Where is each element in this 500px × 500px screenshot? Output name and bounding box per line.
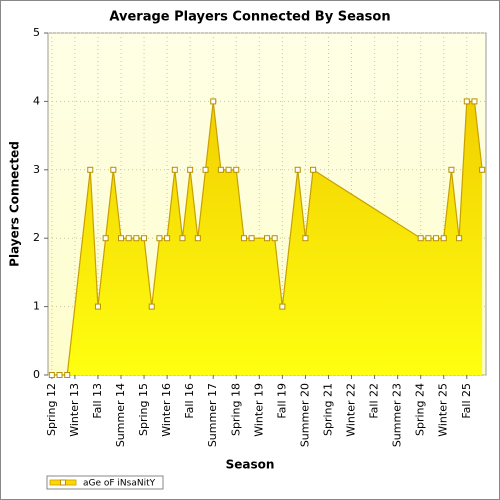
marks: [48, 98, 486, 378]
line: [51, 100, 483, 376]
x-tick-label: Spring 24: [414, 383, 427, 436]
point: [233, 166, 240, 173]
point: [279, 303, 286, 310]
point: [133, 235, 140, 242]
y-tick-label: 0: [33, 368, 40, 381]
x-tick-label: Summer 14: [114, 383, 127, 447]
point: [225, 166, 232, 173]
point: [187, 166, 194, 173]
point: [94, 303, 101, 310]
point: [471, 98, 478, 105]
x-tick-label: Spring 12: [45, 383, 58, 436]
y-tick-label: 5: [33, 26, 40, 39]
point: [141, 235, 148, 242]
x-tick-label: Summer 23: [391, 383, 404, 447]
y-axis-title: Players Connected: [8, 141, 22, 267]
point: [271, 235, 278, 242]
point: [417, 235, 424, 242]
point: [302, 235, 309, 242]
point: [240, 235, 247, 242]
y-tick-label: 2: [33, 231, 40, 244]
point: [179, 235, 186, 242]
labels: 0 1 2 3 4 5 Spring 12 Winter 13 Fall 13 Summer 14…: [33, 26, 473, 447]
legend-marker: [60, 479, 66, 486]
x-tick-label: Spring 21: [321, 383, 334, 436]
point: [110, 166, 117, 173]
x-tick-label: Fall 13: [91, 383, 104, 419]
point: [440, 235, 447, 242]
point: [202, 166, 209, 173]
x-tick-label: Fall 19: [275, 383, 288, 419]
x-tick-label: Winter 19: [252, 383, 265, 437]
chart-title: Average Players Connected By Season: [109, 10, 390, 25]
y-tick-label: 1: [33, 300, 40, 313]
x-axis-title: Season: [226, 458, 275, 472]
point: [264, 235, 270, 242]
point: [118, 235, 124, 242]
point: [248, 235, 255, 242]
x-tick-label: Winter 16: [160, 383, 173, 437]
point: [456, 235, 463, 242]
point: [479, 166, 486, 173]
legend-label: aGe oF iNsaNitY: [83, 479, 156, 489]
point: [87, 166, 94, 173]
x-tick-label: Summer 17: [206, 383, 219, 447]
point: [448, 166, 455, 173]
point: [156, 235, 163, 242]
point: [310, 166, 317, 173]
y-tick-label: 4: [33, 94, 40, 107]
point: [56, 372, 63, 378]
x-tick-label: Spring 15: [137, 383, 150, 436]
x-tick-label: Fall 16: [183, 383, 196, 419]
point: [48, 372, 55, 378]
point: [64, 372, 71, 378]
point: [210, 98, 217, 105]
x-tick-label: Summer 20: [298, 383, 311, 447]
y-tick-label: 3: [33, 163, 40, 176]
legend: aGe oF iNsaNitY: [46, 475, 164, 490]
point: [425, 235, 432, 242]
point: [102, 235, 109, 242]
point: [217, 166, 224, 173]
point: [294, 166, 301, 173]
point: [125, 235, 132, 242]
x-tick-label: Fall 25: [460, 383, 473, 419]
point: [194, 235, 201, 242]
x-tick-label: Winter 25: [437, 383, 450, 437]
x-tick-label: Winter 13: [68, 383, 81, 437]
x-tick-label: Winter 22: [345, 383, 358, 437]
legend-box: [46, 475, 164, 490]
point: [463, 98, 470, 105]
x-tick-label: Fall 22: [368, 383, 381, 419]
point: [171, 166, 178, 173]
point: [148, 303, 155, 310]
point: [164, 235, 171, 242]
point: [433, 235, 440, 242]
x-tick-label: Spring 18: [229, 383, 242, 436]
